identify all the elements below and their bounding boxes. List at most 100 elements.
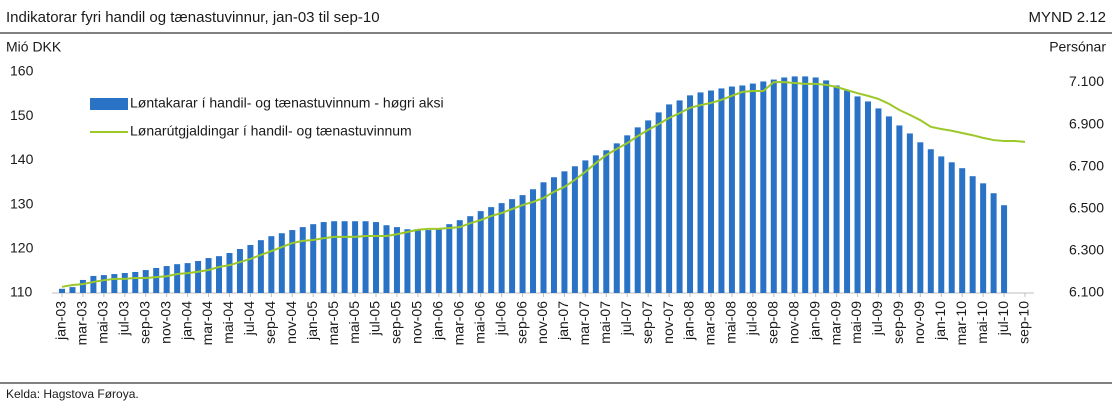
bar bbox=[111, 274, 118, 293]
x-tick-label: mar-04 bbox=[199, 301, 215, 346]
y2-axis-label: Persónar bbox=[1049, 39, 1106, 55]
bar bbox=[697, 92, 704, 293]
bar bbox=[990, 193, 997, 293]
bar bbox=[917, 142, 924, 293]
y-tick-label: 150 bbox=[10, 107, 34, 123]
x-tick-label: mai-06 bbox=[471, 301, 487, 344]
bar bbox=[896, 125, 903, 293]
bar bbox=[467, 216, 474, 293]
x-tick-label: jan-08 bbox=[681, 301, 697, 341]
bar bbox=[268, 236, 275, 293]
bar bbox=[718, 88, 725, 293]
x-tick-label: jan-09 bbox=[806, 301, 822, 341]
x-tick-label: jan-06 bbox=[430, 301, 446, 341]
bar bbox=[802, 76, 809, 293]
x-tick-label: jul-04 bbox=[241, 301, 257, 336]
bar bbox=[142, 270, 149, 293]
y2-tick-label: 6.700 bbox=[1069, 157, 1104, 173]
bar bbox=[781, 77, 788, 293]
x-tick-label: mar-10 bbox=[953, 301, 969, 346]
x-tick-label: jul-03 bbox=[116, 301, 132, 336]
bar bbox=[425, 230, 432, 293]
bar bbox=[927, 149, 934, 293]
bar bbox=[278, 233, 285, 293]
bar bbox=[383, 225, 390, 293]
bar bbox=[205, 258, 212, 293]
y-tick-label: 140 bbox=[10, 151, 34, 167]
bar bbox=[749, 83, 756, 293]
x-tick-label: nov-07 bbox=[660, 301, 676, 344]
bar bbox=[446, 224, 453, 293]
bar bbox=[404, 229, 411, 293]
y-tick-label: 130 bbox=[10, 195, 34, 211]
bar bbox=[414, 229, 421, 293]
bar bbox=[938, 156, 945, 293]
bar bbox=[540, 182, 547, 293]
bar bbox=[645, 120, 652, 294]
bar bbox=[435, 229, 442, 293]
bar bbox=[393, 227, 400, 293]
bar bbox=[289, 230, 296, 293]
y2-tick-label: 6.300 bbox=[1069, 242, 1104, 258]
bar bbox=[79, 279, 86, 293]
x-tick-label: sep-08 bbox=[764, 301, 780, 344]
y-axis-label: Mió DKK bbox=[6, 39, 62, 55]
bar bbox=[299, 227, 306, 293]
y-tick-label: 160 bbox=[10, 63, 34, 79]
x-tick-label: jan-04 bbox=[178, 301, 194, 341]
x-tick-label: jul-05 bbox=[367, 301, 383, 336]
bar bbox=[707, 90, 714, 293]
bar bbox=[163, 266, 170, 293]
x-tick-label: nov-05 bbox=[409, 301, 425, 344]
bar bbox=[100, 275, 107, 293]
x-tick-label: jan-07 bbox=[555, 301, 571, 341]
y2-tick-label: 6.900 bbox=[1069, 115, 1104, 131]
bar bbox=[530, 189, 537, 293]
bar bbox=[885, 116, 892, 293]
bar bbox=[519, 195, 526, 293]
bar bbox=[634, 127, 641, 293]
bar bbox=[477, 211, 484, 293]
x-tick-label: mai-05 bbox=[346, 301, 362, 344]
bar bbox=[812, 77, 819, 293]
bar bbox=[69, 287, 76, 293]
x-tick-label: jul-09 bbox=[869, 301, 885, 336]
legend-label: Løntakarar í handil- og tænastuvinnum - … bbox=[130, 95, 444, 111]
x-tick-label: mai-03 bbox=[95, 301, 111, 344]
bar bbox=[739, 85, 746, 293]
bar bbox=[153, 267, 160, 293]
x-tick-label: mar-08 bbox=[702, 301, 718, 346]
x-tick-label: jul-06 bbox=[492, 301, 508, 336]
bar bbox=[236, 249, 243, 293]
bar bbox=[90, 275, 97, 293]
figure-number: MYND 2.12 bbox=[1028, 9, 1106, 26]
x-tick-label: mai-10 bbox=[974, 301, 990, 344]
bar bbox=[341, 221, 348, 293]
x-tick-label: jan-05 bbox=[304, 301, 320, 341]
bar bbox=[833, 85, 840, 293]
x-tick-label: jan-03 bbox=[53, 301, 69, 341]
bar bbox=[760, 81, 767, 293]
bar bbox=[59, 288, 65, 293]
bar bbox=[969, 176, 976, 293]
bar bbox=[373, 222, 380, 293]
bar bbox=[174, 264, 181, 293]
x-tick-label: mar-06 bbox=[450, 301, 466, 346]
x-tick-label: nov-08 bbox=[785, 301, 801, 344]
chart-title: Indikatorar fyri handil og tænastuvinnur… bbox=[6, 9, 380, 26]
x-tick-label: jul-10 bbox=[995, 301, 1011, 336]
x-tick-label: jul-08 bbox=[744, 301, 760, 336]
legend-label: Lønarútgjaldingar í handil- og tænastuvi… bbox=[130, 123, 412, 139]
x-tick-label: nov-09 bbox=[911, 301, 927, 344]
x-tick-label: sep-10 bbox=[1016, 301, 1032, 344]
bar bbox=[854, 96, 861, 293]
bar bbox=[362, 221, 369, 293]
x-tick-label: mar-07 bbox=[576, 301, 592, 346]
bar bbox=[823, 80, 830, 294]
x-tick-label: jul-07 bbox=[618, 301, 634, 336]
y-tick-label: 120 bbox=[10, 240, 34, 256]
x-tick-label: sep-06 bbox=[513, 301, 529, 344]
bar bbox=[728, 86, 735, 293]
bar bbox=[906, 133, 913, 293]
x-tick-label: nov-03 bbox=[157, 301, 173, 344]
